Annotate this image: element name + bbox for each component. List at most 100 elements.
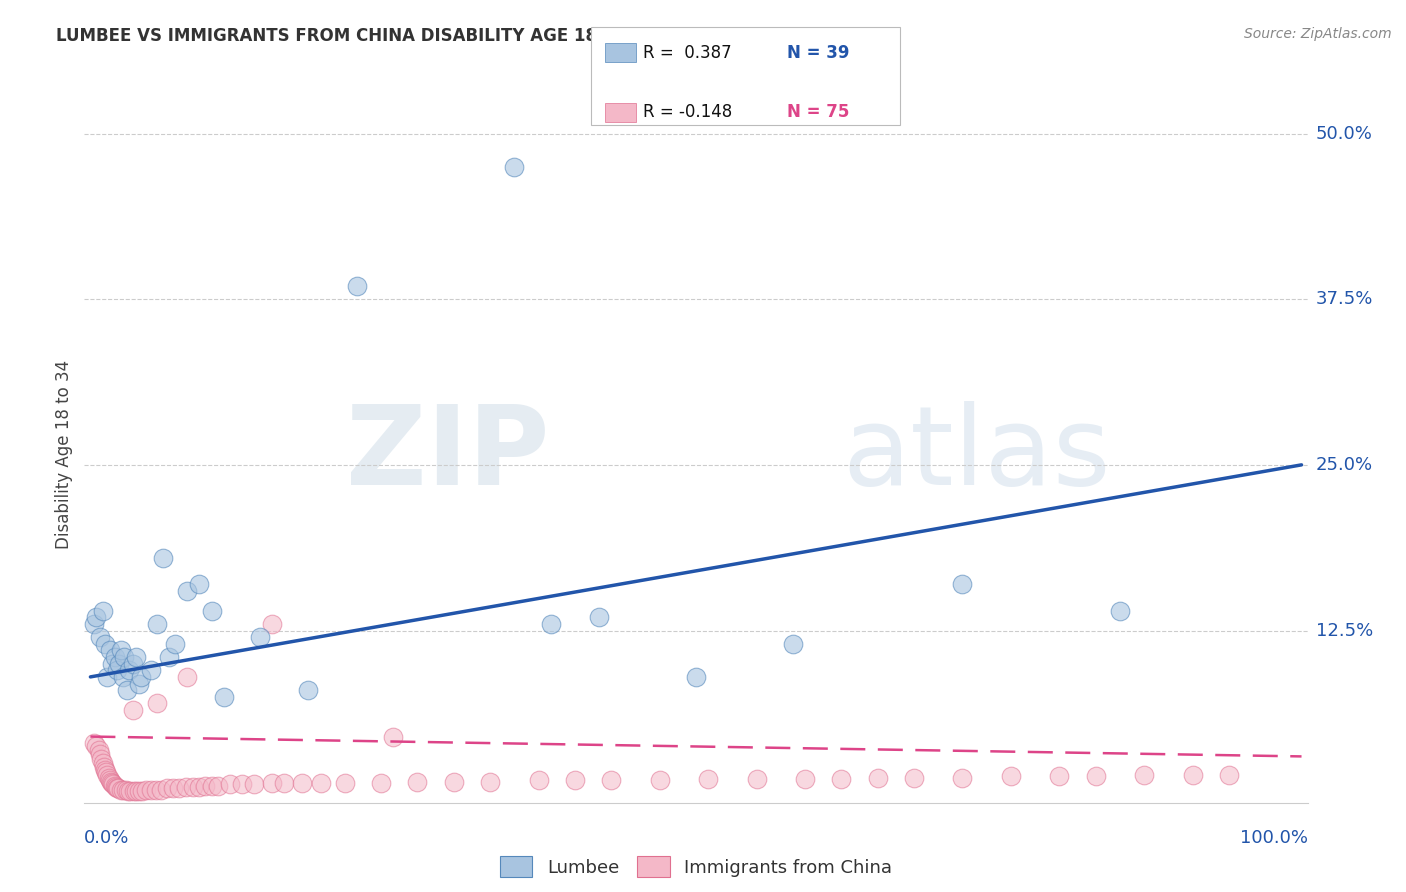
Point [648, 773, 671, 788]
Point [443, 774, 465, 789]
Text: R =  0.387: R = 0.387 [643, 44, 731, 62]
Point [157, 650, 180, 665]
Point [262, 776, 284, 790]
Point [1108, 604, 1130, 618]
Point [1133, 768, 1156, 782]
Point [98, 773, 121, 788]
Text: 100.0%: 100.0% [1240, 830, 1308, 847]
Point [128, 676, 150, 690]
Point [952, 771, 974, 785]
Text: N = 75: N = 75 [787, 103, 849, 121]
Point [104, 779, 127, 793]
Point [188, 780, 211, 794]
Point [103, 777, 125, 791]
Point [309, 776, 332, 790]
Point [1181, 768, 1204, 782]
Point [231, 777, 253, 791]
Point [104, 650, 127, 665]
Point [96, 765, 118, 780]
Point [165, 637, 187, 651]
Point [122, 784, 145, 798]
Text: 25.0%: 25.0% [1316, 456, 1374, 474]
Point [200, 604, 222, 618]
Point [200, 779, 222, 793]
Point [107, 781, 129, 796]
Point [152, 550, 174, 565]
Point [162, 781, 184, 796]
Point [262, 616, 284, 631]
Text: 37.5%: 37.5% [1316, 290, 1374, 309]
Point [112, 650, 135, 665]
Point [273, 776, 295, 790]
Point [794, 772, 817, 786]
Point [105, 663, 128, 677]
Point [207, 779, 229, 793]
Point [108, 657, 131, 671]
Point [333, 776, 356, 790]
Point [89, 630, 111, 644]
Point [115, 683, 138, 698]
Point [112, 782, 135, 797]
Point [125, 784, 148, 798]
Point [1218, 768, 1240, 782]
Point [156, 781, 179, 796]
Point [98, 643, 121, 657]
Text: N = 39: N = 39 [787, 44, 849, 62]
Point [97, 771, 120, 785]
Point [176, 583, 198, 598]
Point [406, 774, 429, 789]
Point [782, 637, 804, 651]
Point [167, 781, 190, 796]
Point [249, 630, 271, 644]
Text: 12.5%: 12.5% [1316, 622, 1374, 640]
Point [297, 683, 319, 698]
Point [104, 780, 127, 794]
Point [697, 772, 720, 786]
Point [96, 670, 118, 684]
Point [139, 663, 162, 677]
Point [145, 782, 167, 797]
Text: R = -0.148: R = -0.148 [643, 103, 731, 121]
Point [110, 782, 132, 797]
Point [600, 773, 623, 788]
Point [120, 784, 142, 798]
Point [89, 747, 111, 761]
Point [110, 643, 132, 657]
Point [135, 782, 157, 797]
Point [1084, 769, 1107, 783]
Point [149, 782, 172, 797]
Point [129, 670, 152, 684]
Point [83, 736, 105, 750]
Point [183, 780, 205, 794]
Point [745, 772, 768, 786]
Point [118, 663, 141, 677]
Point [121, 703, 143, 717]
Point [94, 637, 117, 651]
Point [370, 776, 392, 790]
Point [86, 610, 108, 624]
Point [540, 616, 562, 631]
Point [218, 777, 240, 791]
Point [243, 777, 266, 791]
Point [903, 771, 925, 785]
Text: 50.0%: 50.0% [1316, 125, 1372, 143]
Point [114, 782, 136, 797]
Point [139, 782, 162, 797]
Point [87, 743, 110, 757]
Point [564, 773, 586, 788]
Point [146, 616, 169, 631]
Point [96, 768, 118, 782]
Point [212, 690, 235, 704]
Point [685, 670, 707, 684]
Point [527, 773, 550, 788]
Point [830, 772, 852, 786]
Point [125, 650, 148, 665]
Point [91, 756, 114, 770]
Point [94, 763, 117, 777]
Point [101, 776, 124, 790]
Point [174, 780, 197, 794]
Point [117, 784, 139, 798]
Point [866, 771, 889, 785]
Point [479, 774, 502, 789]
Point [100, 774, 122, 789]
